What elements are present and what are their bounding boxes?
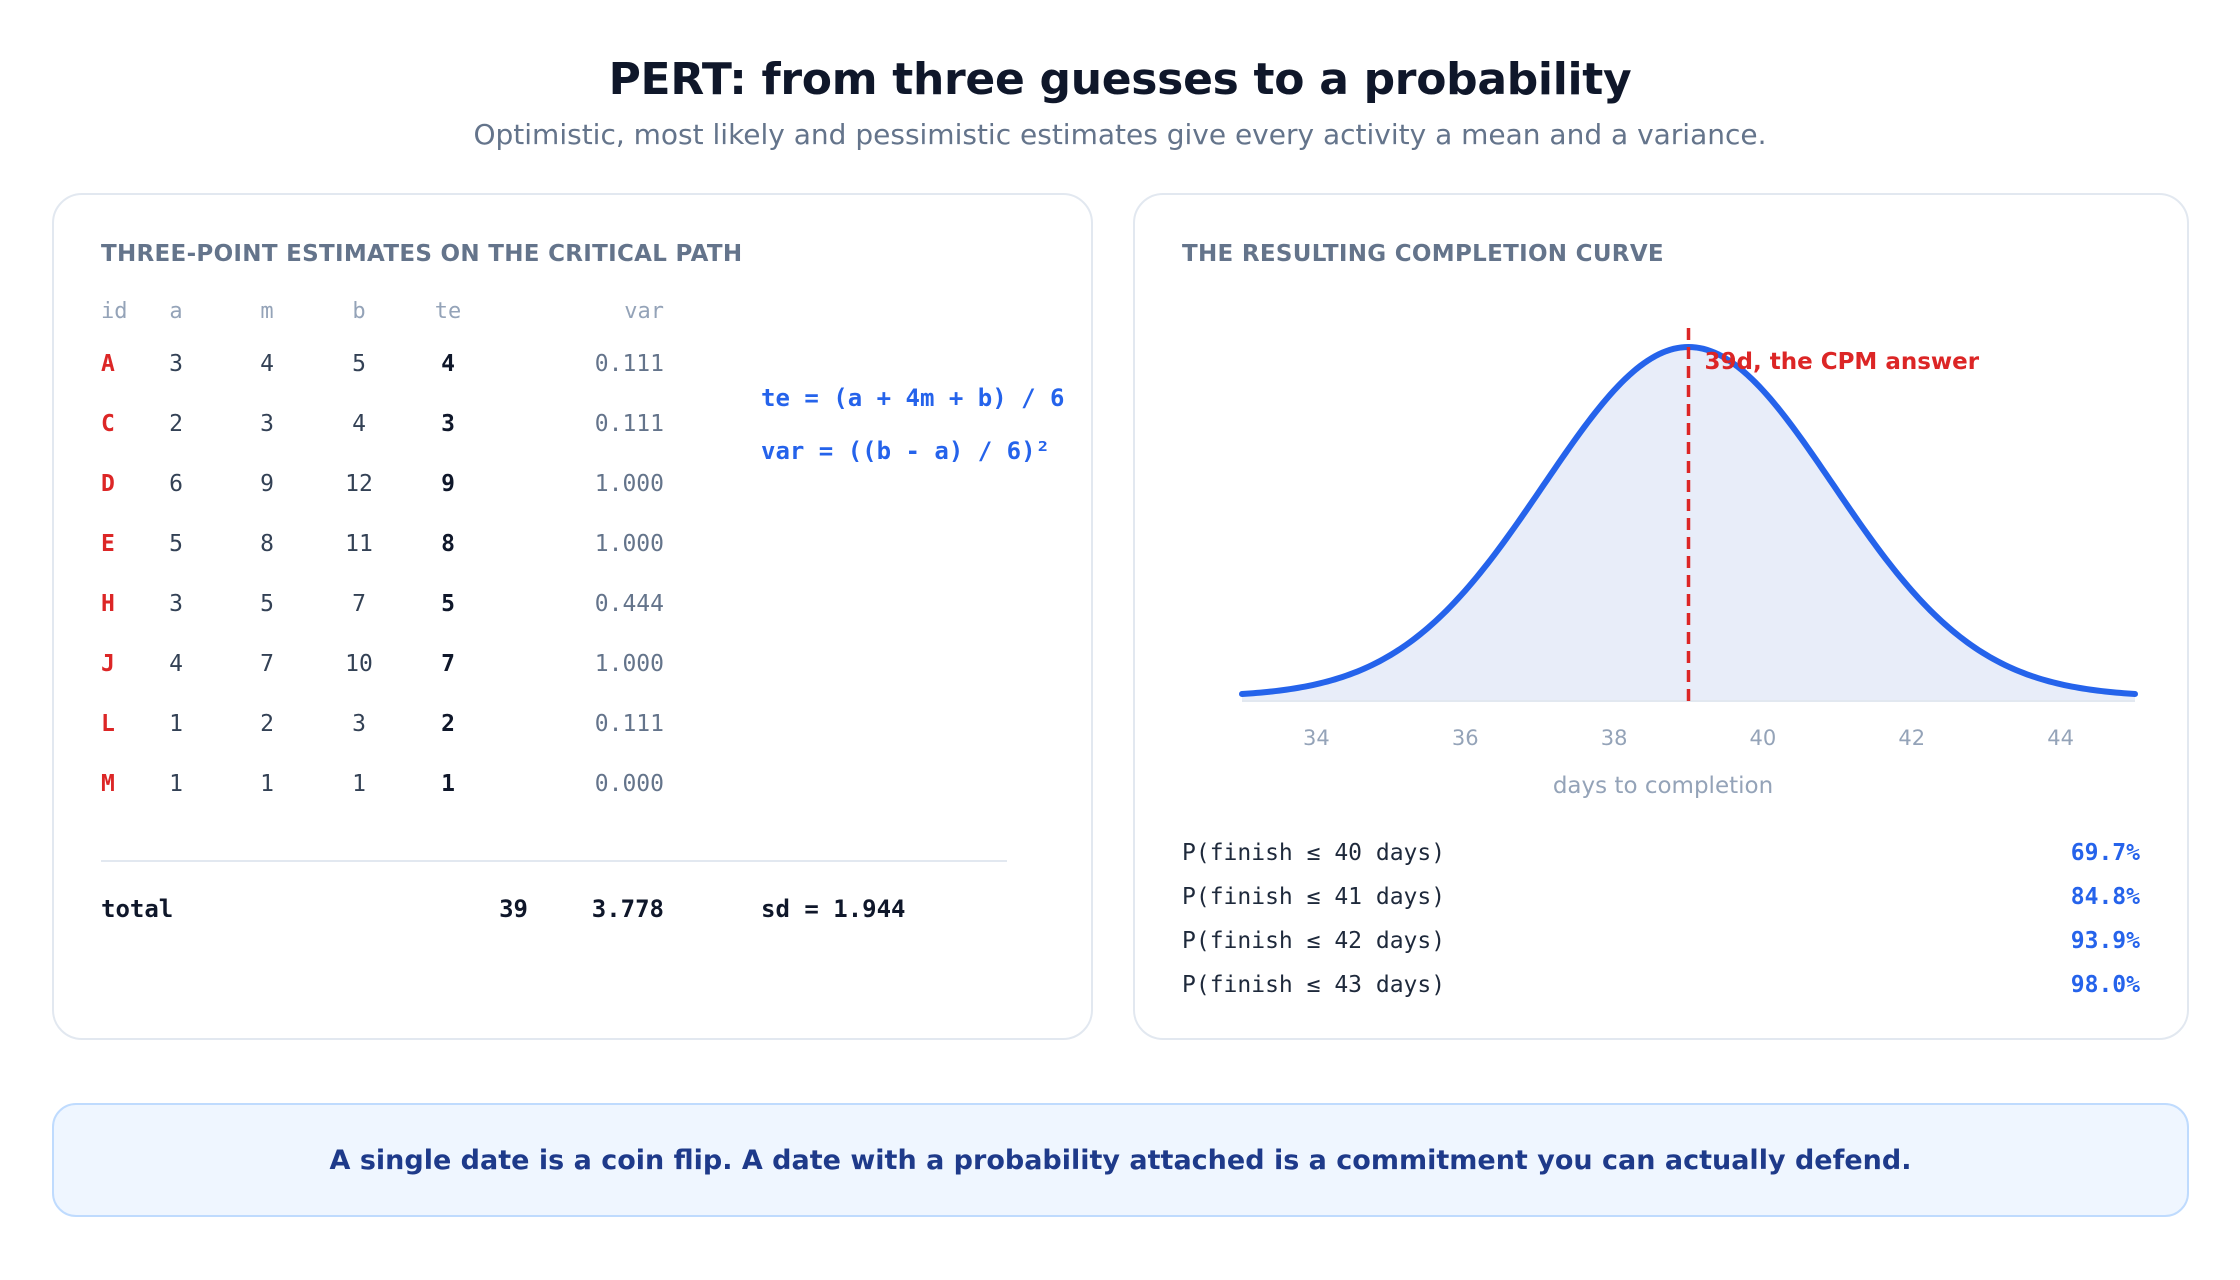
cell-te: 2: [441, 711, 455, 737]
cell-var: 1.000: [594, 531, 664, 557]
completion-curve-chart: 39d, the CPM answer 34 36 38 40 42 44: [1239, 328, 2138, 750]
estimates-heading: THREE-POINT ESTIMATES ON THE CRITICAL PA…: [101, 241, 743, 267]
cell-te: 3: [441, 411, 455, 437]
column-header-te: te: [434, 299, 462, 324]
cell-a: 1: [169, 711, 183, 737]
probability-value: 93.9%: [2070, 928, 2140, 954]
cell-id: D: [101, 471, 115, 497]
probability-label: P(finish ≤ 41 days): [1182, 884, 1446, 910]
cell-a: 6: [169, 471, 183, 497]
x-tick-label: 38: [1601, 726, 1628, 750]
column-header-id: id: [101, 299, 128, 324]
total-label: total: [101, 895, 174, 923]
x-tick-label: 34: [1303, 726, 1330, 750]
cell-b: 3: [352, 711, 366, 737]
cpm-marker-label: 39d, the CPM answer: [1705, 349, 1980, 375]
cell-var: 1.000: [594, 471, 664, 497]
total-sd: sd = 1.944: [761, 895, 906, 923]
page-subtitle: Optimistic, most likely and pessimistic …: [473, 118, 1767, 151]
cell-id: E: [101, 531, 115, 557]
column-header-a: a: [169, 299, 183, 324]
cell-a: 4: [169, 651, 183, 677]
takeaway-text: A single date is a coin flip. A date wit…: [329, 1144, 1912, 1176]
probability-value: 69.7%: [2070, 840, 2140, 866]
cell-b: 1: [352, 771, 366, 797]
x-tick-label: 36: [1452, 726, 1479, 750]
cell-te: 8: [441, 531, 455, 557]
cell-b: 7: [352, 591, 366, 617]
cell-id: A: [101, 351, 115, 377]
cell-b: 11: [345, 531, 373, 557]
cell-m: 5: [260, 591, 274, 617]
probability-value: 84.8%: [2070, 884, 2140, 910]
cell-m: 4: [260, 351, 274, 377]
cell-var: 0.111: [594, 711, 664, 737]
cell-te: 1: [441, 771, 455, 797]
cell-m: 3: [260, 411, 274, 437]
cell-te: 5: [441, 591, 455, 617]
completion-curve-panel: THE RESULTING COMPLETION CURVE 39d, the …: [1133, 193, 2189, 1040]
cell-var: 0.000: [594, 771, 664, 797]
cell-a: 1: [169, 771, 183, 797]
cell-var: 0.111: [594, 411, 664, 437]
cell-a: 5: [169, 531, 183, 557]
cell-b: 10: [345, 651, 373, 677]
cell-m: 9: [260, 471, 274, 497]
curve-heading: THE RESULTING COMPLETION CURVE: [1182, 241, 1664, 267]
cell-id: J: [101, 651, 115, 677]
cell-a: 2: [169, 411, 183, 437]
page-title: PERT: from three guesses to a probabilit…: [608, 54, 1632, 105]
x-tick-label: 42: [1898, 726, 1925, 750]
column-header-var: var: [624, 299, 664, 324]
cell-m: 1: [260, 771, 274, 797]
var-formula: var = ((b - a) / 6)²: [761, 437, 1050, 465]
x-tick-label: 40: [1750, 726, 1777, 750]
x-axis-title: days to completion: [1552, 773, 1774, 799]
cell-id: L: [101, 711, 115, 737]
cell-b: 5: [352, 351, 366, 377]
estimates-panel: THREE-POINT ESTIMATES ON THE CRITICAL PA…: [52, 193, 1093, 1040]
cell-a: 3: [169, 351, 183, 377]
total-te: 39: [499, 895, 528, 923]
cell-b: 12: [345, 471, 373, 497]
cell-var: 0.444: [594, 591, 664, 617]
takeaway-banner: A single date is a coin flip. A date wit…: [52, 1103, 2189, 1217]
cell-m: 7: [260, 651, 274, 677]
probability-label: P(finish ≤ 43 days): [1182, 972, 1446, 998]
x-tick-label: 44: [2047, 726, 2074, 750]
cell-te: 7: [441, 651, 455, 677]
total-var: 3.778: [591, 895, 664, 923]
cell-var: 1.000: [594, 651, 664, 677]
cell-id: H: [101, 591, 115, 617]
cell-id: M: [101, 771, 115, 797]
cell-b: 4: [352, 411, 366, 437]
cell-m: 8: [260, 531, 274, 557]
cell-te: 4: [441, 351, 455, 377]
te-formula: te = (a + 4m + b) / 6: [761, 384, 1065, 412]
cell-m: 2: [260, 711, 274, 737]
cell-a: 3: [169, 591, 183, 617]
cell-id: C: [101, 411, 115, 437]
probability-label: P(finish ≤ 42 days): [1182, 928, 1446, 954]
cell-te: 9: [441, 471, 455, 497]
probability-value: 98.0%: [2070, 972, 2140, 998]
column-header-b: b: [352, 299, 366, 324]
probability-label: P(finish ≤ 40 days): [1182, 840, 1446, 866]
column-header-m: m: [260, 299, 274, 324]
cell-var: 0.111: [594, 351, 664, 377]
table-divider: [101, 860, 1007, 862]
